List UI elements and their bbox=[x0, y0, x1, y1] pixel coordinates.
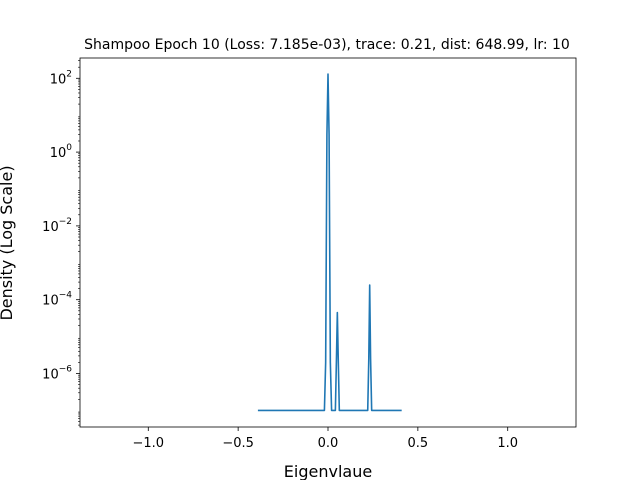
y-tick-label: 102 bbox=[50, 69, 72, 87]
y-tick-label: 100 bbox=[50, 143, 73, 161]
x-tick-label: 0.5 bbox=[408, 436, 429, 451]
x-tick-label: −1.0 bbox=[133, 436, 165, 451]
y-tick-label: 10−6 bbox=[42, 364, 72, 382]
y-tick-label: 10−4 bbox=[42, 291, 72, 309]
x-axis-title: Eigenvlaue bbox=[284, 462, 372, 480]
x-tick-label: 0.0 bbox=[318, 436, 339, 451]
y-tick-label: 10−2 bbox=[42, 217, 72, 235]
x-axis-ticks: −1.0 −0.5 0.0 0.5 1.0 bbox=[133, 427, 518, 451]
x-tick-label: −0.5 bbox=[222, 436, 254, 451]
y-axis-title: Density (Log Scale) bbox=[0, 165, 16, 320]
density-series-line bbox=[257, 73, 402, 412]
chart-title: Shampoo Epoch 10 (Loss: 7.185e-03), trac… bbox=[84, 37, 570, 53]
x-tick-label: 1.0 bbox=[497, 436, 518, 451]
y-axis-ticks: 10−6 10−4 10−2 100 102 bbox=[42, 60, 80, 426]
series-layer bbox=[257, 73, 402, 412]
